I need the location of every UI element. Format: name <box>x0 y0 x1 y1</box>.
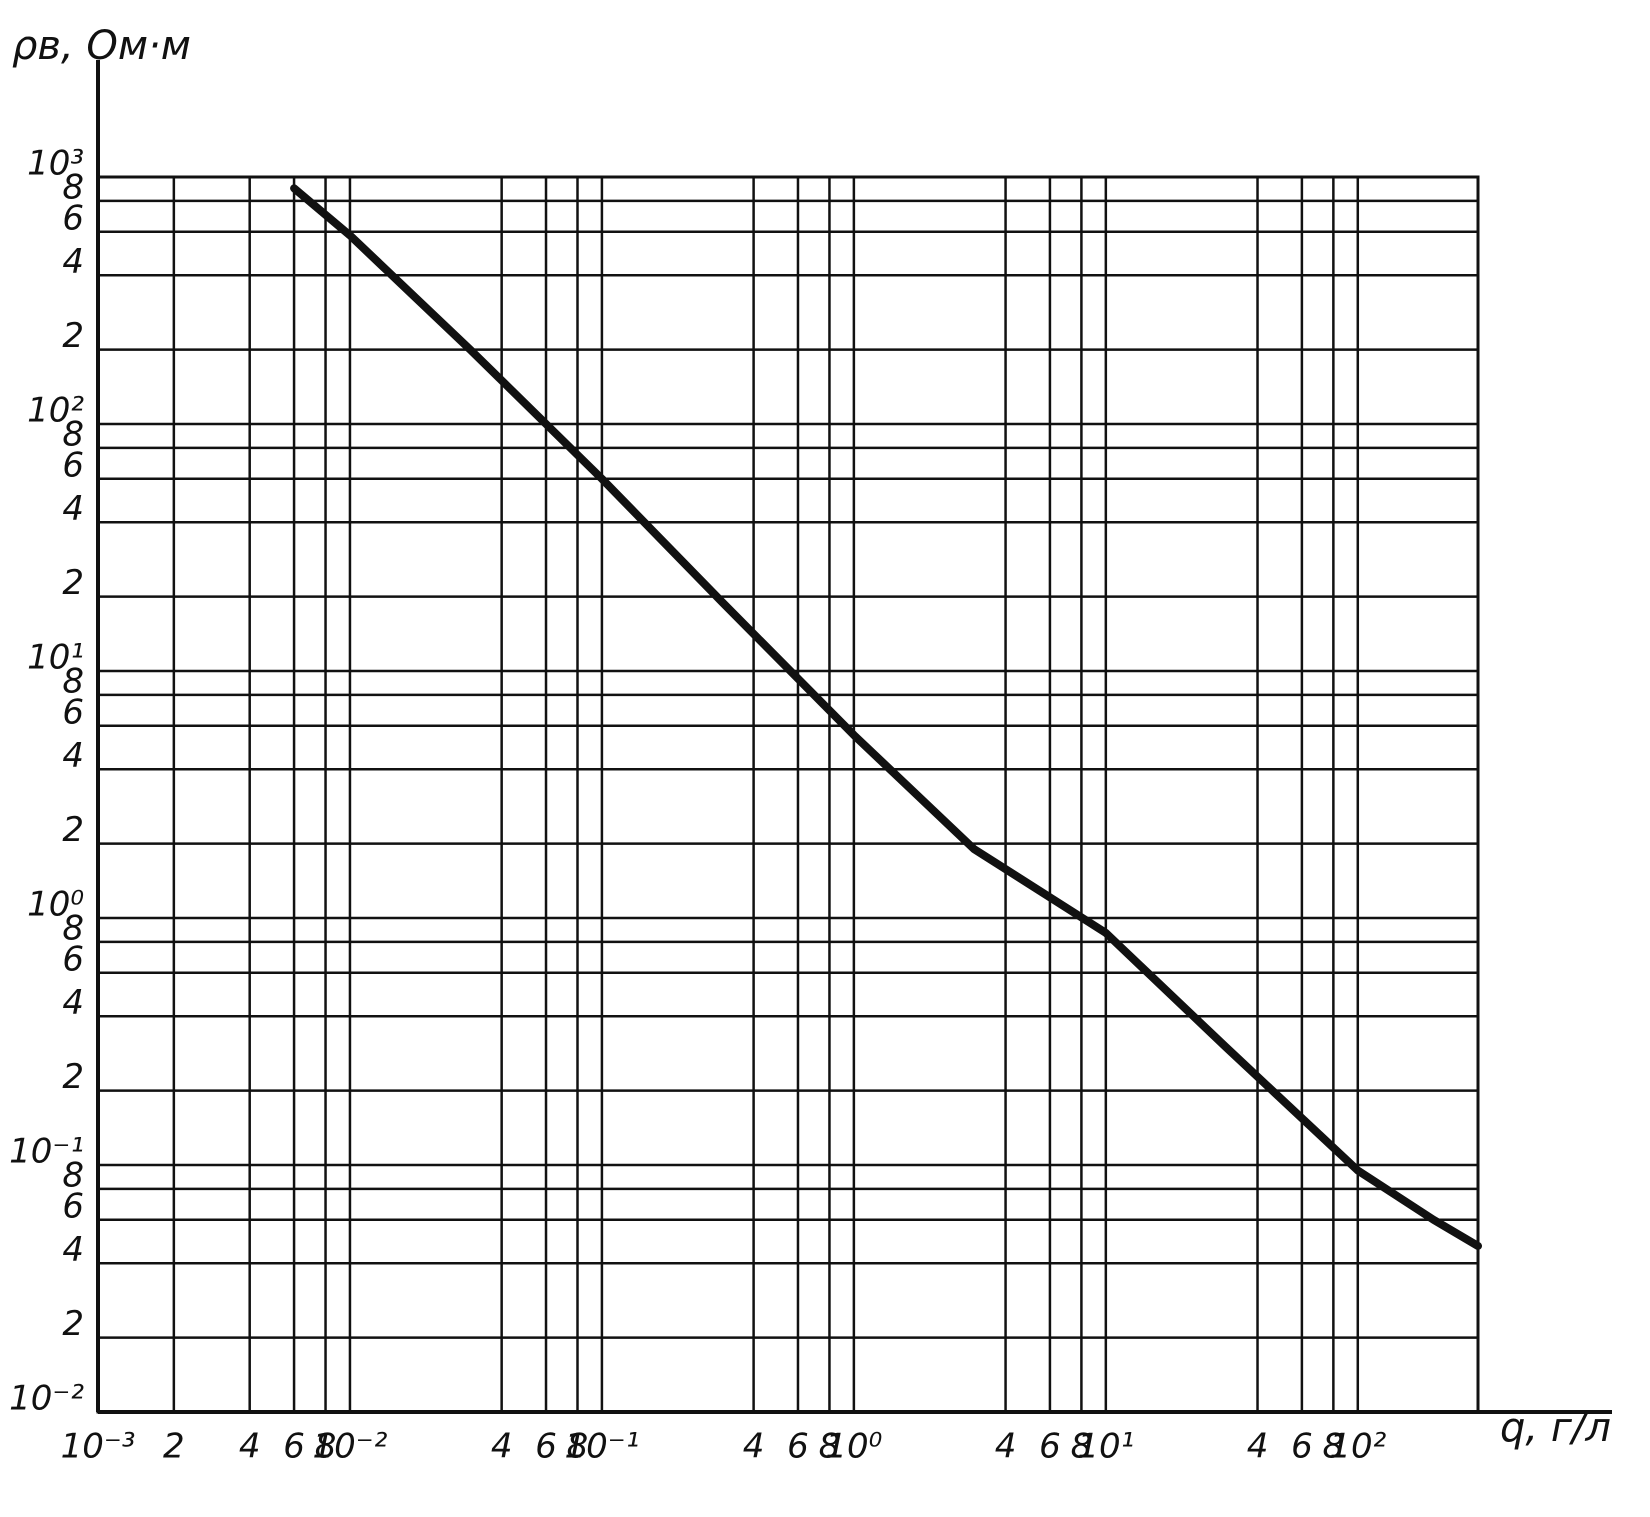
x-tick-label: 8 <box>315 1427 337 1467</box>
x-tick-label: 6 <box>1039 1427 1061 1467</box>
x-tick-label: 4 <box>491 1427 513 1467</box>
x-tick-label: 10⁻² <box>313 1427 388 1467</box>
y-tick-label: 4 <box>62 983 84 1023</box>
x-tick-label: 4 <box>239 1427 261 1467</box>
x-tick-label: 8 <box>1071 1427 1093 1467</box>
y-tick-label: 10³ <box>27 144 84 184</box>
curve <box>290 184 1482 1250</box>
y-tick-label: 6 <box>62 692 84 732</box>
y-tick-label: 4 <box>62 242 84 282</box>
x-axis-label: q, г/л <box>1500 1405 1611 1451</box>
x-tick-label: 6 <box>283 1427 305 1467</box>
y-tick-label: 8 <box>62 1155 84 1195</box>
y-tick-label: 8 <box>62 661 84 701</box>
x-tick-label: 2 <box>163 1427 185 1467</box>
y-tick-label: 2 <box>62 1057 84 1097</box>
x-tick-label: 10² <box>1329 1427 1386 1467</box>
x-tick-label: 8 <box>1323 1427 1345 1467</box>
x-tick-label: 4 <box>1247 1427 1269 1467</box>
y-tick-label: 4 <box>62 489 84 529</box>
plot-frame <box>96 175 1480 1414</box>
x-tick-label: 10⁰ <box>825 1427 882 1467</box>
x-tick-label: 8 <box>819 1427 841 1467</box>
y-tick-label: 6 <box>62 1186 84 1226</box>
x-tick-label: 10⁻¹ <box>564 1427 639 1467</box>
x-tick-label: 6 <box>787 1427 809 1467</box>
y-tick-label: 2 <box>62 1304 84 1344</box>
y-tick-label: 10⁻¹ <box>9 1132 84 1172</box>
x-tick-label: 4 <box>743 1427 765 1467</box>
x-tick-label: 8 <box>567 1427 589 1467</box>
y-tick-label: 10¹ <box>27 638 84 678</box>
y-tick-label: 6 <box>62 939 84 979</box>
y-tick-label: 6 <box>62 445 84 485</box>
y-tick-label: 2 <box>62 316 84 356</box>
y-tick-label: 2 <box>62 810 84 850</box>
y-tick-label: 10² <box>27 391 84 431</box>
x-tick-label: 10⁻³ <box>61 1427 136 1467</box>
x-tick-label: 10¹ <box>1077 1427 1134 1467</box>
y-axis-label: ρв, Ом·м <box>12 23 191 69</box>
y-tick-label: 6 <box>62 198 84 238</box>
x-tick-label: 6 <box>535 1427 557 1467</box>
y-tick-label: 2 <box>62 563 84 603</box>
y-tick-label: 8 <box>62 414 84 454</box>
y-tick-label: 8 <box>62 167 84 207</box>
y-tick-label: 10⁻² <box>9 1379 84 1419</box>
x-tick-label: 6 <box>1291 1427 1313 1467</box>
y-tick-label: 4 <box>62 1230 84 1270</box>
y-tick-label: 8 <box>62 908 84 948</box>
x-tick-label: 4 <box>995 1427 1017 1467</box>
y-tick-label: 10⁰ <box>27 885 84 925</box>
y-tick-label: 4 <box>62 736 84 776</box>
